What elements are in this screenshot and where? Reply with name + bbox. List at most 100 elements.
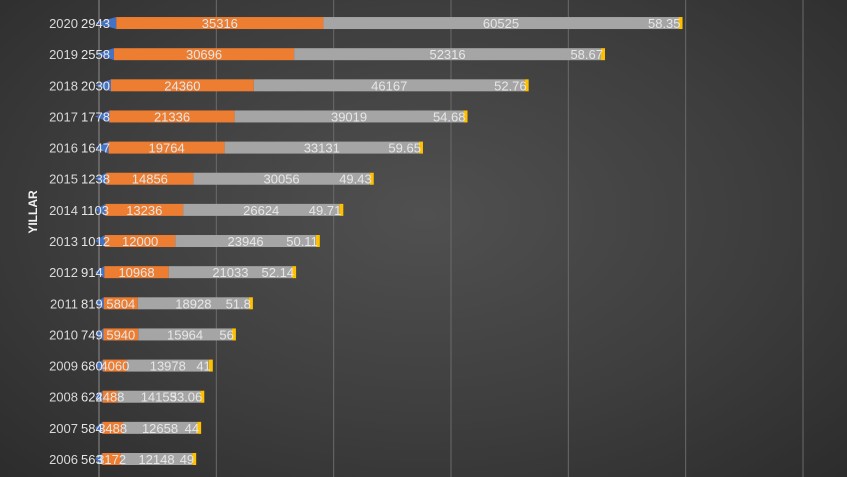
bar-segment [292, 266, 297, 279]
bar-segment [110, 79, 254, 92]
data-label: 749 [81, 327, 103, 342]
data-label: 15964 [167, 327, 203, 342]
data-label: 14153 [141, 390, 177, 405]
bar-segment [105, 203, 184, 216]
data-label: 3172 [97, 452, 126, 467]
category-tick-labels: 2006 2007 2008 2009 2010 2011 2012 2013 2014 2015… [49, 16, 78, 467]
category-tick-label: 2007 [49, 421, 78, 436]
data-label: 60525 [483, 16, 519, 31]
bar-segment [463, 110, 468, 123]
data-label: 21033 [212, 265, 248, 280]
data-label: 50.11 [286, 234, 318, 249]
data-label: 3488 [98, 421, 127, 436]
data-label: 5940 [106, 327, 135, 342]
bar-segment [208, 359, 213, 372]
bar-segment [369, 172, 374, 185]
bar-segment [253, 79, 525, 92]
bar-segment [138, 328, 232, 341]
bar-segment [117, 390, 201, 403]
data-label: 51.8 [226, 296, 251, 311]
bar-segment [323, 17, 679, 30]
bar-segment [104, 266, 169, 279]
data-label: 1647 [81, 141, 110, 156]
data-label: 12658 [142, 421, 178, 436]
bar-segment [234, 110, 464, 123]
bar-segment [294, 48, 602, 61]
data-label: 2488 [95, 390, 124, 405]
bar-segment [200, 390, 205, 403]
bar-segment [108, 141, 225, 154]
data-label: 35316 [202, 16, 238, 31]
data-label: 18928 [175, 296, 211, 311]
bar-segment [168, 266, 293, 279]
bar-segment [95, 235, 105, 248]
category-tick-label: 2010 [49, 327, 78, 342]
bar-segment [120, 453, 193, 465]
bar-segment [95, 17, 117, 30]
data-label: 30696 [186, 47, 222, 62]
data-label: 59.65 [388, 141, 421, 156]
data-label: 2558 [81, 47, 110, 62]
bar-segment [248, 297, 253, 310]
bar-segment [95, 110, 110, 123]
data-label: 53.06 [170, 390, 203, 405]
data-label: 44 [185, 421, 199, 436]
data-label: 584 [81, 421, 103, 436]
bar-segment [95, 390, 103, 403]
bar-segment [126, 359, 209, 372]
bar-segment [122, 421, 198, 434]
category-tick-label: 2008 [49, 390, 78, 405]
data-label: 12148 [138, 452, 174, 467]
category-tick-label: 2012 [49, 265, 78, 280]
data-label: 49.43 [339, 172, 372, 187]
bar-segment [224, 141, 419, 154]
bar-segment [95, 203, 106, 216]
data-label: 24360 [164, 78, 200, 93]
bar-segment [678, 17, 683, 30]
bar-segment [95, 266, 105, 279]
data-label: 46167 [371, 78, 407, 93]
bar-segment [95, 453, 103, 465]
data-label: 2943 [81, 16, 110, 31]
category-tick-label: 2013 [49, 234, 78, 249]
bar-segment [418, 141, 423, 154]
bar-segment [95, 172, 107, 185]
bar-segment [183, 203, 340, 216]
bar-segment [102, 453, 121, 465]
data-label: 1012 [81, 234, 110, 249]
bar-segment [231, 328, 236, 341]
data-label: 49.71 [309, 203, 342, 218]
data-label: 58.67 [570, 47, 603, 62]
category-tick-label: 2006 [49, 452, 78, 467]
bar-segment [103, 297, 138, 310]
data-label: 33131 [304, 141, 340, 156]
data-label: 58.35 [648, 16, 681, 31]
data-label: 680 [81, 359, 103, 374]
category-tick-label: 2019 [49, 47, 78, 62]
bar-segment [104, 235, 176, 248]
bar-segment [116, 17, 324, 30]
bar-segment [339, 203, 344, 216]
data-label: 14856 [132, 172, 168, 187]
data-label: 52.76 [494, 78, 527, 93]
y-axis-title: YILLAR [26, 190, 40, 234]
category-tick-label: 2016 [49, 141, 78, 156]
category-tick-label: 2020 [49, 16, 78, 31]
bar-segment [95, 421, 103, 434]
data-label: 26624 [243, 203, 279, 218]
category-tick-label: 2014 [49, 203, 78, 218]
bar-segment [103, 328, 139, 341]
data-label: 1103 [81, 203, 109, 218]
bar-segment [524, 79, 529, 92]
data-label: 39019 [331, 109, 367, 124]
data-label: 2030 [81, 78, 110, 93]
data-label: 13978 [150, 359, 186, 374]
bar-segment [106, 172, 194, 185]
bar-segment [95, 48, 115, 61]
data-label: 54.68 [433, 109, 466, 124]
bar-segment [175, 235, 316, 248]
bar-segment [315, 235, 320, 248]
data-label: 12000 [122, 234, 158, 249]
data-label: 1778 [81, 109, 110, 124]
bar-segment [102, 421, 123, 434]
